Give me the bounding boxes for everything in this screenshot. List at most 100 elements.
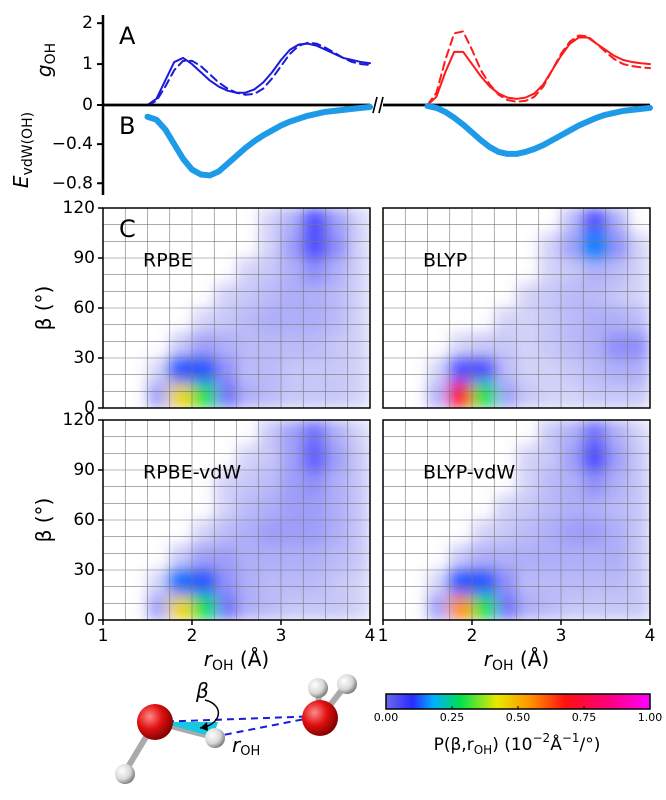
x-tick-label: 1: [98, 626, 109, 646]
x-tick-label: 4: [645, 626, 656, 646]
density-cell: [606, 520, 629, 546]
panel-letter: A: [119, 22, 136, 50]
density-cell: [192, 358, 215, 384]
density-cell: [539, 258, 562, 284]
density-cell: [303, 445, 326, 471]
density-cell: [259, 445, 282, 471]
density-cell: [170, 545, 193, 571]
y-axis-label: β (°): [32, 286, 56, 331]
density-cell: [583, 445, 606, 471]
density-cell: [148, 520, 171, 546]
density-cell: [192, 595, 215, 621]
density-cell: [628, 420, 651, 446]
density-cell: [517, 595, 540, 621]
density-cell: [148, 545, 171, 571]
density-cell: [561, 258, 584, 284]
density-cell: [450, 545, 473, 571]
density-cell: [259, 383, 282, 409]
density-cell: [517, 233, 540, 259]
density-cell: [259, 420, 282, 446]
density-cell: [170, 383, 193, 409]
density-cell: [628, 358, 651, 384]
colorbar-label-part: Å: [550, 733, 562, 755]
density-cell: [494, 520, 517, 546]
x-tick-label: 3: [556, 626, 567, 646]
density-cell: [517, 258, 540, 284]
panel-series-label: RPBE-vdW: [143, 462, 241, 484]
density-cell: [517, 445, 540, 471]
density-cell: [472, 283, 495, 309]
x-axis-label-unit: (Å): [514, 647, 550, 671]
density-cell: [428, 570, 451, 596]
density-cell: [303, 358, 326, 384]
density-cell: [259, 233, 282, 259]
density-cell: [450, 208, 473, 234]
density-cell: [517, 208, 540, 234]
distance-subscript: OH: [240, 744, 260, 759]
dashed-line: [155, 716, 320, 722]
density-cell: [428, 595, 451, 621]
density-cell: [170, 595, 193, 621]
colorbar-tick-label: 0.25: [440, 711, 465, 724]
y-axis-label: EvdW(OH): [9, 112, 37, 188]
density-cell: [583, 258, 606, 284]
density-cell: [192, 420, 215, 446]
density-cell: [428, 333, 451, 359]
panel-series-label: BLYP-vdW: [423, 462, 515, 484]
colorbar-label-part: OH: [474, 743, 492, 757]
data-line: [148, 107, 371, 175]
density-cell: [348, 383, 371, 409]
colorbar-label: P(β,rOH) (10−2Å−1/°): [434, 731, 601, 757]
density-cell: [494, 495, 517, 521]
density-cell: [539, 383, 562, 409]
density-cell: [148, 420, 171, 446]
density-cell: [170, 333, 193, 359]
molecule-diagram: β rOH: [115, 674, 357, 784]
density-cell: [628, 595, 651, 621]
x-axis-label-subscript: OH: [492, 658, 514, 674]
density-cell: [561, 520, 584, 546]
panel: 0306090120RPBEβ (°)C: [32, 198, 371, 418]
density-cell: [517, 545, 540, 571]
density-cell: [606, 308, 629, 334]
density-cell: [192, 545, 215, 571]
density-cell: [259, 308, 282, 334]
density-cell: [303, 470, 326, 496]
density-cell: [259, 258, 282, 284]
density-cell: [148, 208, 171, 234]
density-cell: [348, 420, 371, 446]
density-cell: [628, 445, 651, 471]
y-tick-label: 2: [82, 13, 93, 33]
density-cell: [214, 595, 237, 621]
density-cell: [428, 383, 451, 409]
colorbar-tick-label: 0.50: [506, 711, 531, 724]
density-cell: [450, 358, 473, 384]
oxygen-atom: [137, 704, 173, 740]
panel: BLYP: [383, 208, 651, 409]
density-cell: [583, 333, 606, 359]
density-cell: [303, 208, 326, 234]
density-cell: [517, 520, 540, 546]
density-cell: [237, 233, 260, 259]
density-cell: [259, 283, 282, 309]
density-cell: [561, 445, 584, 471]
density-cell: [628, 470, 651, 496]
density-cell: [237, 420, 260, 446]
y-tick-label: 90: [73, 248, 95, 268]
axis-break: [373, 97, 383, 113]
density-cell: [539, 208, 562, 234]
density-cell: [450, 308, 473, 334]
density-cell: [259, 470, 282, 496]
density-cell: [192, 258, 215, 284]
density-cell: [170, 208, 193, 234]
colorbar-label-part: /°): [580, 735, 601, 755]
density-cell: [326, 233, 349, 259]
density-cell: [472, 383, 495, 409]
density-cell: [281, 383, 304, 409]
x-tick-label: 2: [187, 626, 198, 646]
density-cell: [281, 283, 304, 309]
data-line: [428, 31, 651, 105]
density-cell: [428, 545, 451, 571]
x-axis-label: rOH (Å): [204, 647, 269, 675]
